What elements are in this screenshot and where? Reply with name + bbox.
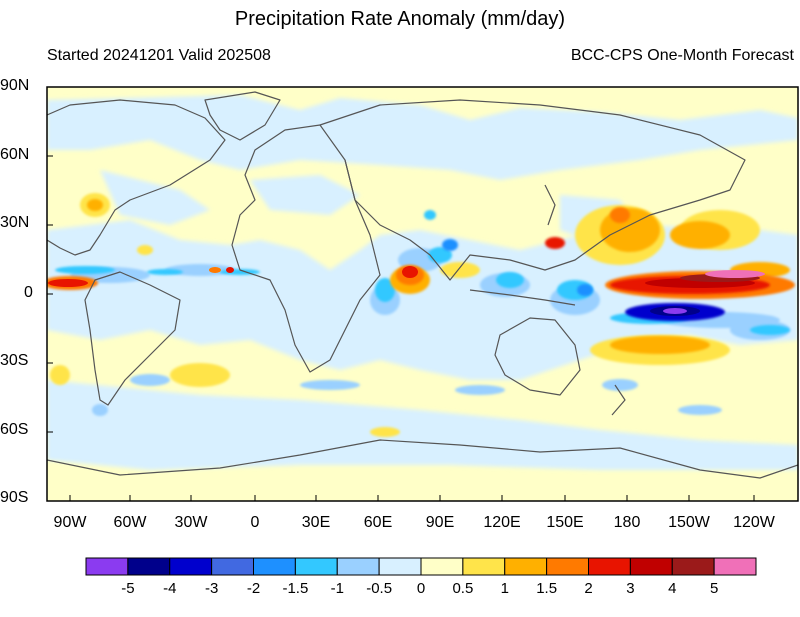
- axis-ticks: [47, 155, 755, 501]
- colorbar-swatch: [629, 557, 673, 576]
- colorbar-label: -1.5: [282, 580, 309, 597]
- colorbar-label: -1: [330, 580, 344, 597]
- coast-japan: [544, 184, 556, 226]
- lon-label-60e: 60E: [363, 514, 393, 531]
- lon-label-0: 0: [250, 514, 260, 531]
- anomaly-strong-negative: [442, 239, 725, 321]
- coast-new-zealand: [611, 384, 626, 416]
- lon-label-180: 180: [613, 514, 641, 531]
- lon-label-150w: 150W: [668, 514, 710, 531]
- colorbar-label: 0: [416, 580, 426, 597]
- lat-label-eq: 0: [24, 284, 33, 301]
- colorbar-label: 5: [709, 580, 719, 597]
- lon-label-60w: 60W: [113, 514, 147, 531]
- colorbar-label: 3: [626, 580, 635, 597]
- coast-indonesia: [469, 289, 576, 306]
- colorbar-swatch: [588, 557, 631, 576]
- colorbar-label: 4: [668, 580, 677, 597]
- lon-label-30e: 30E: [301, 514, 331, 531]
- coast-asia: [319, 99, 746, 281]
- colorbar-swatch: [85, 557, 129, 576]
- coastlines: [47, 91, 798, 479]
- lon-label-150e: 150E: [546, 514, 584, 531]
- lat-label-90n: 90N: [0, 77, 30, 94]
- colorbar-label: -5: [121, 580, 135, 597]
- colorbar-swatch: [504, 557, 548, 576]
- colorbar-label: -0.5: [366, 580, 393, 597]
- coast-north-america: [47, 99, 226, 256]
- forecast-dates: Started 20241201 Valid 202508: [47, 47, 271, 64]
- colorbar-swatch: [420, 557, 464, 576]
- colorbar-swatch: [462, 557, 506, 576]
- map-panel: [47, 87, 798, 501]
- lat-label-60s: 60S: [0, 421, 29, 438]
- colorbar-swatch: [378, 557, 422, 576]
- lat-label-60n: 60N: [0, 146, 30, 163]
- colorbar-swatch: [671, 557, 715, 576]
- lat-label-90s: 90S: [0, 489, 29, 506]
- lon-label-30w: 30W: [174, 514, 208, 531]
- colorbar-swatch: [336, 557, 380, 576]
- colorbar-label: 2: [584, 580, 593, 597]
- lat-label-30s: 30S: [0, 352, 29, 369]
- colorbar-swatch: [253, 557, 296, 576]
- colorbar-swatch: [294, 557, 338, 576]
- lon-label-90w: 90W: [53, 514, 87, 531]
- colorbar-swatch: [713, 557, 757, 576]
- anomaly-strong-positive: [47, 207, 795, 299]
- colorbar-swatch: [169, 557, 213, 576]
- coast-europe-africa: [231, 124, 381, 373]
- colorbar-label: 1.5: [536, 580, 558, 597]
- colorbar-label: 0.5: [452, 580, 474, 597]
- colorbar-swatch: [546, 557, 589, 576]
- colorbar-label: -4: [163, 580, 177, 597]
- lon-label-120w: 120W: [733, 514, 775, 531]
- colorbar: [85, 557, 757, 576]
- lon-label-90e: 90E: [425, 514, 455, 531]
- coast-greenland: [204, 91, 281, 141]
- coast-australia: [494, 317, 581, 396]
- colorbar-swatch: [211, 557, 254, 576]
- model-name: BCC-CPS One-Month Forecast: [570, 47, 794, 64]
- colorbar-label: 1: [500, 580, 509, 597]
- colorbar-label: -2: [246, 580, 261, 597]
- coast-south-america: [84, 271, 181, 406]
- coast-antarctica: [47, 439, 798, 479]
- colorbar-swatch: [127, 557, 171, 576]
- chart-title: Precipitation Rate Anomaly (mm/day): [234, 8, 566, 30]
- lon-label-120e: 120E: [483, 514, 521, 531]
- colorbar-label: -3: [204, 580, 219, 597]
- lat-label-30n: 30N: [0, 214, 30, 231]
